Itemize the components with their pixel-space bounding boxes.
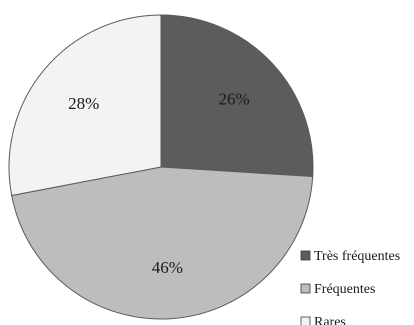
pie-slice-2 (11, 166, 314, 320)
legend-label-1: Très fréquentes (314, 249, 400, 264)
legend-swatch-3 (300, 316, 311, 325)
legend-label-3: Rares (314, 315, 346, 325)
pie-slice-3 (8, 14, 162, 197)
pie-value-labels: 26% 46% 28% (68, 89, 250, 277)
pie-value-label-1: 26% (219, 89, 250, 108)
legend-label-2: Fréquentes (314, 282, 375, 297)
pie-value-label-3: 28% (68, 94, 99, 113)
legend: Très fréquentes Fréquentes Rares (300, 249, 400, 325)
pie-slices (8, 14, 314, 320)
legend-swatch-2 (300, 283, 311, 294)
pie-value-label-2: 46% (152, 258, 183, 277)
legend-swatch-1 (300, 250, 311, 261)
pie-slice-1 (160, 14, 314, 178)
